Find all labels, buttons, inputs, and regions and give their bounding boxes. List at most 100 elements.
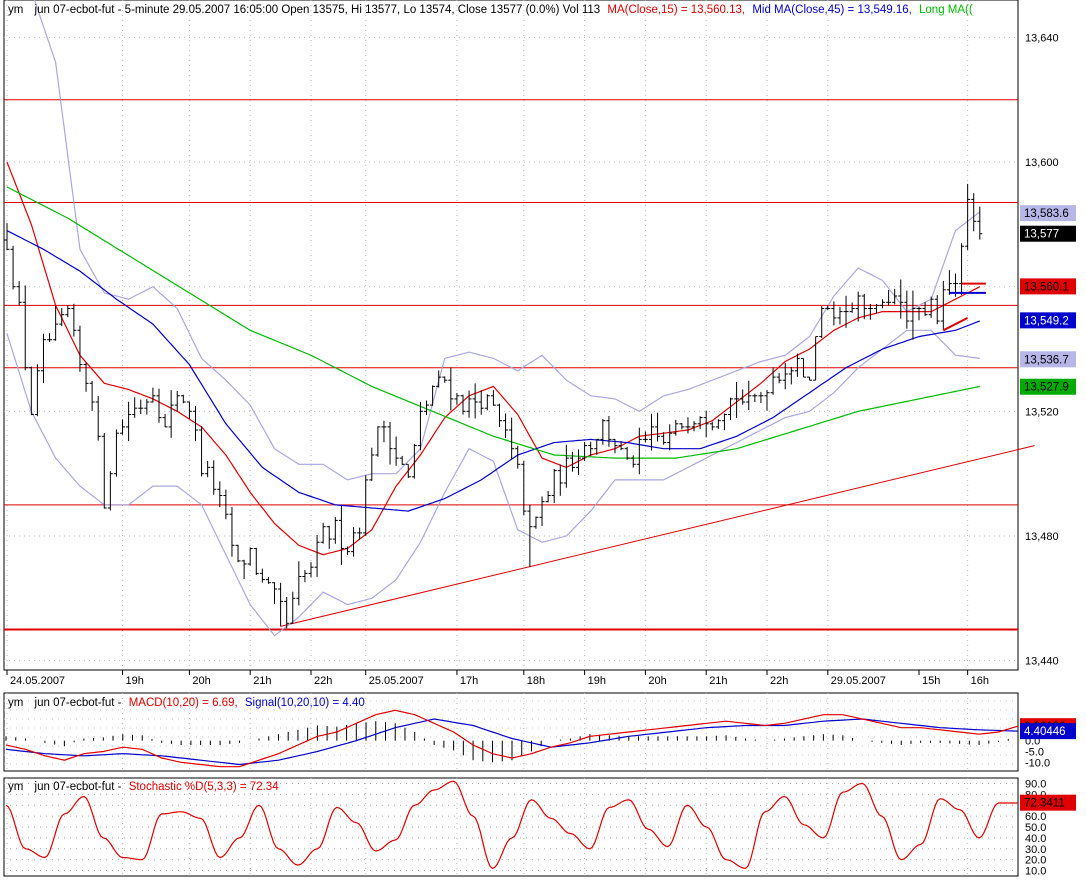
signal-label: Signal(10,20,10) = 4.40 [245, 697, 365, 709]
price-bar [709, 421, 715, 431]
price-bar [357, 527, 363, 540]
price-bar [904, 290, 910, 329]
price-bar [344, 546, 350, 555]
price-bar [229, 507, 235, 557]
price-bar [430, 385, 436, 406]
price-bar [758, 391, 764, 404]
price-bar [180, 394, 186, 404]
main-ma-mid-label: Mid MA(Close,45) = 13,549.16, [752, 4, 911, 16]
stoch-axis-label: 60.0 [1025, 811, 1046, 823]
price-bar [861, 293, 867, 320]
price-bar [150, 387, 156, 403]
price-bar [922, 302, 928, 316]
price-bar [630, 455, 636, 468]
stoch-instrument: jun 07-ecbot-fut - [34, 781, 122, 793]
price-bar [539, 496, 545, 526]
price-bar [770, 367, 776, 395]
price-bar [10, 245, 16, 290]
price-bar [101, 432, 107, 509]
price-bar [764, 389, 770, 411]
stoch-badge-text: 72.3411 [1024, 798, 1065, 810]
price-bar [363, 475, 369, 536]
price-bar [873, 304, 879, 314]
price-bar [278, 582, 284, 627]
price-bar [880, 299, 886, 309]
price-bar [533, 516, 539, 529]
price-bar [424, 400, 430, 416]
price-bar [509, 417, 515, 459]
price-bar [34, 364, 40, 417]
price-bar [685, 417, 691, 434]
main-description: jun 07-ecbot-fut - 5-minute 29.05.2007 1… [34, 4, 601, 16]
price-bar [946, 270, 952, 295]
price-bar [351, 527, 357, 557]
price-bar [296, 561, 302, 606]
price-bar [472, 383, 478, 419]
price-bar [800, 357, 806, 378]
price-bar [411, 443, 417, 479]
price-bar [399, 455, 405, 465]
time-axis-label: 15h [922, 675, 940, 687]
price-bar [697, 416, 703, 430]
price-bar [448, 367, 454, 411]
price-bar [916, 306, 922, 321]
price-bar [65, 305, 71, 318]
stoch-badge-bg [1020, 794, 1076, 811]
macd-badge: 4.40446 [1020, 723, 1076, 740]
price-bar [436, 370, 442, 388]
price-bar [211, 460, 217, 495]
price-bar [636, 427, 642, 475]
moving-averages [6, 161, 981, 556]
price-bar [612, 438, 618, 454]
price-bar [819, 306, 825, 339]
price-bar [588, 441, 594, 456]
time-axis-label: 19h [588, 675, 606, 687]
price-bar [338, 506, 344, 565]
value-badges: 13,583.6 13,577 13,560.1 13,549.2 13,536.7 13… [1020, 205, 1076, 811]
price-bar [782, 362, 788, 390]
time-axis-label: 25.05.2007 [369, 675, 424, 687]
stoch-label: Stochastic %D(5,3,3) = 72.34 [129, 781, 280, 793]
macd-line [5, 709, 1019, 768]
main-header: ym jun 07-ecbot-fut - 5-minute 29.05.200… [8, 4, 973, 16]
price-bar [326, 525, 332, 549]
price-bar [417, 401, 423, 451]
price-bar [205, 460, 211, 478]
price-bar [71, 303, 77, 337]
price-bar [174, 390, 180, 412]
price-badge-text: 13,560.1 [1024, 281, 1069, 293]
price-bar [113, 429, 119, 477]
price-bar [40, 333, 46, 384]
price-bar [235, 544, 241, 563]
price-bar [4, 223, 10, 250]
price-bar [807, 376, 813, 381]
price-bar [223, 489, 229, 520]
ma-short-line [6, 161, 981, 556]
price-bar [940, 280, 946, 331]
price-bar [545, 491, 551, 503]
price-bar [168, 390, 174, 438]
macd-axis-label: -10.0 [1025, 757, 1050, 769]
price-bar [831, 301, 837, 326]
price-badge-text: 13,577 [1024, 229, 1059, 241]
main-symbol: ym [8, 4, 23, 16]
price-bar [442, 376, 448, 383]
price-badge: 13,560.1 [1020, 278, 1076, 295]
price-bar [898, 279, 904, 319]
price-bar [16, 281, 22, 306]
main-panel-frame[interactable] [3, 0, 1019, 671]
main-ma-long-label: Long MA(( [919, 4, 973, 16]
price-bar [314, 535, 320, 577]
stoch-header: ym jun 07-ecbot-fut - Stochastic %D(5,3,… [8, 781, 279, 793]
stochastic-line [5, 780, 1018, 870]
price-badge: 13,527.9 [1020, 378, 1076, 395]
price-bar [734, 382, 740, 418]
price-bar [527, 504, 533, 568]
price-axis-label: 13,480 [1025, 531, 1059, 543]
price-bar [849, 302, 855, 313]
price-bar [241, 559, 247, 579]
price-bar [478, 390, 484, 415]
price-badge-bg [1020, 312, 1076, 329]
macd-badge-text: 4.40446 [1024, 726, 1066, 738]
